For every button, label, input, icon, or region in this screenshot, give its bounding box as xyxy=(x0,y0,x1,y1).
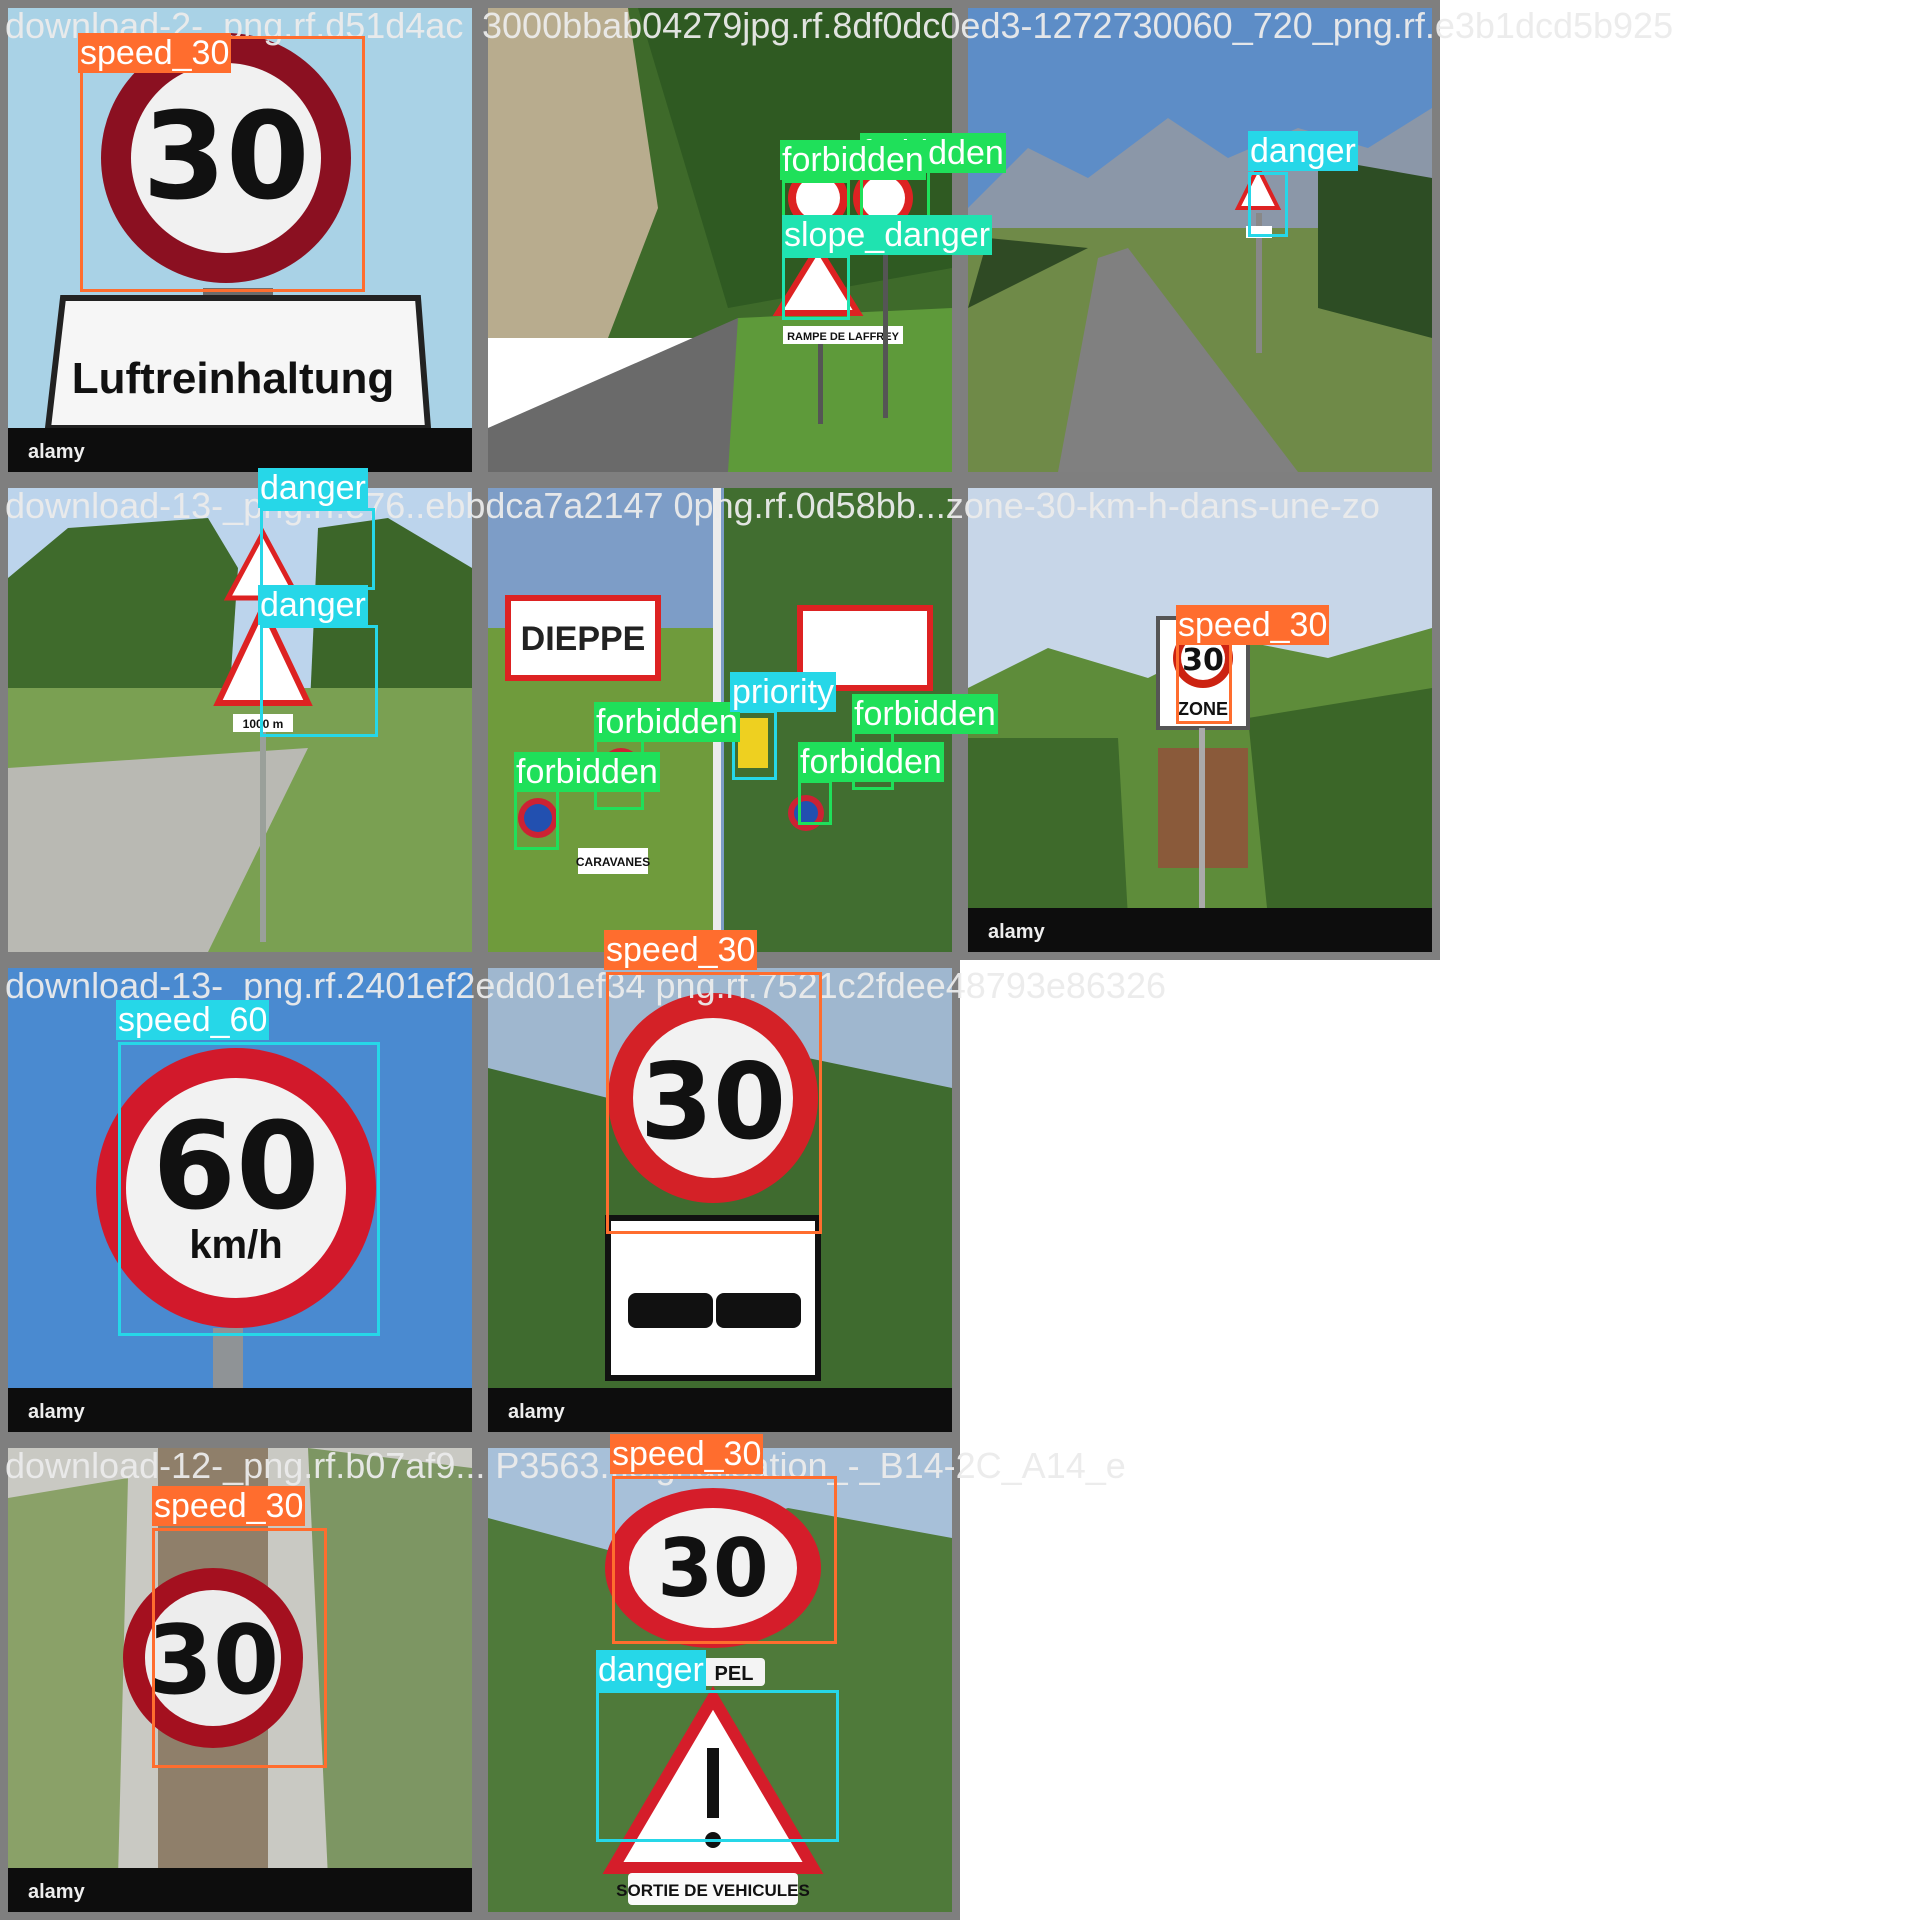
detection-box-speed-30 xyxy=(612,1476,837,1644)
watermark-alamy: alamy xyxy=(28,1401,86,1423)
sign-text-pel: PEL xyxy=(715,1663,754,1685)
detection-label-forbidden: forbidden xyxy=(852,694,998,734)
tile-caption: 3000bbab04279jpg.rf.8df0dc0ed3-127273006… xyxy=(482,5,1674,46)
detection-box-danger xyxy=(260,508,375,590)
detection-box-speed-30 xyxy=(1176,642,1232,724)
detection-box-danger xyxy=(1248,172,1288,237)
detection-label-forbidden: forbidden xyxy=(594,702,740,742)
tile-caption: download-13-_png.rf.e76..ebbdca7a2147 0p… xyxy=(5,485,1380,526)
detection-label-danger: danger xyxy=(1248,131,1358,171)
detection-label-speed-30: speed_30 xyxy=(604,930,758,970)
detection-label-speed-30: speed_30 xyxy=(1176,605,1330,645)
image-tile-10: 30 PEL SORTIE DE VEHICULES xyxy=(480,1440,960,1920)
image-tile-7: 60 km/h alamy xyxy=(0,960,480,1440)
detection-box-speed-30 xyxy=(152,1528,327,1768)
detection-label-speed-60: speed_60 xyxy=(116,1000,270,1040)
sign-number: 30 xyxy=(640,1041,786,1163)
detection-label-slope-danger: slope_danger xyxy=(782,215,993,255)
tile-caption: download-13-_png.rf.2401ef2edd01ef34 png… xyxy=(5,965,1166,1006)
watermark-alamy: alamy xyxy=(988,921,1046,943)
image-tile-3 xyxy=(960,0,1440,480)
detection-label-danger: danger xyxy=(596,1650,706,1690)
detection-label-danger: danger xyxy=(258,468,368,508)
detection-label-speed-30: speed_30 xyxy=(152,1486,306,1526)
sign-text-kmh: km/h xyxy=(189,1223,282,1267)
detection-box-speed-30 xyxy=(80,36,365,292)
image-tile-9: 30 alamy xyxy=(0,1440,480,1920)
detection-label-speed-30: speed_30 xyxy=(78,33,232,73)
sign-number: 30 xyxy=(143,88,310,227)
sign-text-distance: 1000 m xyxy=(243,717,284,731)
photo-speed30-luftreinhaltung: 30 Luftreinhaltung alamy xyxy=(8,8,472,472)
sign-number: 30 xyxy=(657,1522,768,1615)
detection-box-forbidden xyxy=(514,785,559,850)
sign-text-sortie: SORTIE DE VEHICULES xyxy=(616,1881,810,1900)
watermark-alamy: alamy xyxy=(28,1881,86,1903)
watermark-alamy: alamy xyxy=(28,441,86,463)
image-tile-6: 30 ZONE alamy xyxy=(960,480,1440,960)
watermark-alamy: alamy xyxy=(508,1401,566,1423)
sign-text-zone: ZONE xyxy=(1178,699,1228,719)
sign-number: 30 xyxy=(147,1606,279,1716)
photo-pedestrian-danger: 1000 m xyxy=(8,488,472,952)
photo-mountain-road xyxy=(968,8,1432,472)
detection-label-forbidden: forbidden xyxy=(780,140,926,180)
sign-text-luftreinhaltung: Luftreinhaltung xyxy=(72,354,395,403)
sign-text-caravanes: CARAVANES xyxy=(576,855,650,869)
detection-label-forbidden: forbidden xyxy=(514,752,660,792)
detection-box-danger xyxy=(596,1690,839,1842)
image-tile-5: DIEPPE CARAVANES xyxy=(480,480,960,960)
detection-box-speed-30 xyxy=(606,972,822,1234)
sign-text-rampe: RAMPE DE LAFFREY xyxy=(787,331,900,343)
detection-label-priority: priority xyxy=(730,672,837,712)
sign-number: 30 xyxy=(1182,643,1224,678)
tile-caption: download-12-_png.rf.b07af9... P3563...si… xyxy=(5,1445,1126,1486)
photo-speed30-collision: 30 alamy xyxy=(488,968,952,1432)
sign-number: 60 xyxy=(153,1098,320,1237)
detection-box-danger xyxy=(260,625,378,737)
sign-text-dieppe: DIEPPE xyxy=(521,620,646,658)
detection-label-speed-30: speed_30 xyxy=(610,1434,764,1474)
image-tile-1: 30 Luftreinhaltung alamy xyxy=(0,0,480,480)
photo-dieppe-forbidden: DIEPPE CARAVANES xyxy=(488,488,952,952)
photo-speed30-pole: 30 alamy xyxy=(8,1448,472,1912)
image-tile-4: 1000 m xyxy=(0,480,480,960)
photo-zone-30: 30 ZONE alamy xyxy=(968,488,1432,952)
detection-box-speed-60 xyxy=(118,1042,380,1336)
photo-speed60: 60 km/h alamy xyxy=(8,968,472,1432)
photo-speed30-danger-sortie: 30 PEL SORTIE DE VEHICULES xyxy=(488,1448,952,1912)
detection-box-forbidden xyxy=(798,780,832,825)
detection-box-slope-danger xyxy=(782,255,850,320)
detection-label-forbidden: forbidden xyxy=(798,742,944,782)
detection-label-danger: danger xyxy=(258,585,368,625)
